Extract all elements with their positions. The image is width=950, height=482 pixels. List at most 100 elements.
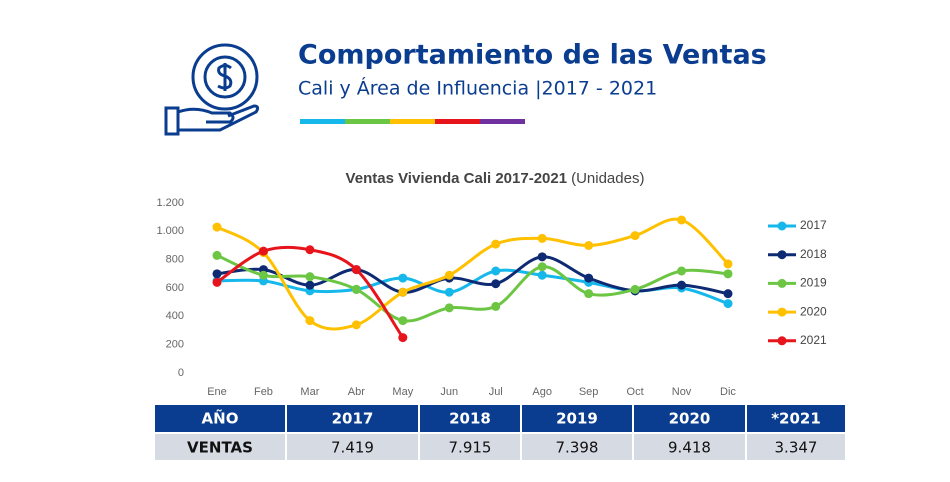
- x-tick-label: Jul: [489, 386, 503, 398]
- row-cell: [420, 434, 520, 460]
- data-point: [212, 269, 222, 279]
- row-cell: [155, 434, 285, 460]
- x-tick-label: Ago: [532, 386, 552, 398]
- row-text: VENTAS: [187, 439, 253, 457]
- legend-label: 2019: [800, 276, 827, 290]
- page-title: Comportamiento de las Ventas: [298, 40, 767, 71]
- icon: [164, 43, 260, 136]
- data-point: [305, 272, 315, 282]
- data-point: [491, 266, 501, 276]
- row-cell: [522, 434, 632, 460]
- data-point: [584, 289, 594, 299]
- chart-unit: (Unidades): [571, 170, 644, 187]
- data-point: [537, 270, 547, 280]
- table: AÑO 2017 2018 2019 2020 *2021 VENTAS 7.419 7.915…: [155, 405, 845, 460]
- legend-marker: [777, 307, 787, 317]
- row-cell: [747, 434, 845, 460]
- x-tick-label: Oct: [627, 386, 644, 398]
- data-point: [677, 280, 687, 290]
- row-cell: [287, 434, 418, 460]
- row-text: 7.915: [449, 439, 492, 457]
- data-point: [305, 280, 315, 290]
- data-point: [584, 241, 594, 250]
- data-point: [258, 270, 268, 280]
- data-point: [677, 266, 687, 276]
- data-point: [212, 250, 222, 260]
- data-point: [351, 320, 361, 330]
- header-cell: [420, 405, 520, 432]
- header-cell: [747, 405, 845, 432]
- header-text: AÑO: [202, 409, 239, 428]
- data-point: [630, 284, 640, 294]
- data-point: [444, 287, 454, 297]
- header-text: 2019: [556, 410, 598, 428]
- data-point: [398, 273, 408, 283]
- chart-title-text: Ventas Vivienda Cali 2017-2021: [346, 170, 568, 187]
- row-cell: [634, 434, 745, 460]
- x-tick-label: May: [392, 386, 413, 398]
- header-cell: [155, 405, 285, 432]
- page-subtitle: Cali y Área de Influencia |2017 - 2021: [298, 77, 657, 100]
- header-cell: [634, 405, 745, 432]
- data-point: [537, 233, 547, 243]
- legend-label: 2017: [800, 218, 827, 232]
- data-point: [491, 279, 501, 289]
- plot: 0 200 400 600 800 1.000 1.200 Ene Feb Mar Abr May Ju…: [156, 197, 827, 398]
- header-text: 2018: [449, 410, 491, 428]
- data-point: [305, 245, 315, 255]
- y-tick-label: 1.000: [156, 225, 184, 237]
- row-text: 9.418: [668, 439, 711, 457]
- data-point: [444, 270, 454, 280]
- data-point: [723, 259, 733, 269]
- data-point: [584, 273, 594, 283]
- y-tick-label: 800: [166, 254, 184, 266]
- x-tick-label: Feb: [254, 386, 273, 398]
- chart-title: Ventas Vivienda Cali 2017-2021 (Unidades): [346, 170, 645, 187]
- x-tick-label: Mar: [300, 386, 319, 398]
- row-text: 7.419: [331, 439, 374, 457]
- legend-marker: [777, 250, 787, 260]
- series-line: [216, 217, 730, 331]
- y-tick-label: 0: [178, 367, 184, 379]
- data-point: [258, 246, 268, 256]
- header-text: 2020: [669, 410, 711, 428]
- data-point: [537, 262, 547, 272]
- y-tick-label: 200: [166, 339, 184, 351]
- data-point: [398, 287, 408, 297]
- data-point: [351, 284, 361, 294]
- x-tick-label: Jun: [440, 386, 458, 398]
- legend-marker: [777, 336, 787, 346]
- legend-label: 2021: [800, 333, 827, 347]
- data-point: [212, 277, 222, 287]
- row-text: 7.398: [556, 439, 599, 457]
- y-tick-label: 1.200: [156, 197, 184, 209]
- y-tick-label: 600: [166, 282, 184, 294]
- x-tick-label: Dic: [720, 386, 736, 398]
- data-point: [630, 231, 640, 241]
- x-tick-label: Sep: [579, 386, 599, 398]
- data-point: [398, 316, 408, 326]
- data-point: [305, 316, 315, 326]
- legend-marker: [777, 221, 787, 231]
- legend-label: 2020: [800, 304, 827, 318]
- header-text: 2017: [332, 410, 374, 428]
- data-point: [212, 222, 222, 232]
- legend-label: 2018: [800, 247, 827, 261]
- data-point: [677, 215, 687, 225]
- y-tick-label: 400: [166, 310, 184, 322]
- row-text: 3.347: [775, 439, 818, 457]
- header-cell: [522, 405, 632, 432]
- data-point: [723, 289, 733, 299]
- data-point: [398, 333, 408, 343]
- color-bar: [300, 119, 525, 124]
- data-point: [444, 303, 454, 313]
- x-tick-label: Ene: [207, 386, 227, 398]
- header-text: *2021: [771, 410, 821, 428]
- x-tick-label: Abr: [348, 386, 365, 398]
- data-point: [491, 301, 501, 311]
- data-point: [723, 269, 733, 279]
- data-point: [491, 239, 501, 249]
- x-tick-label: Nov: [672, 386, 692, 398]
- data-point: [723, 299, 733, 309]
